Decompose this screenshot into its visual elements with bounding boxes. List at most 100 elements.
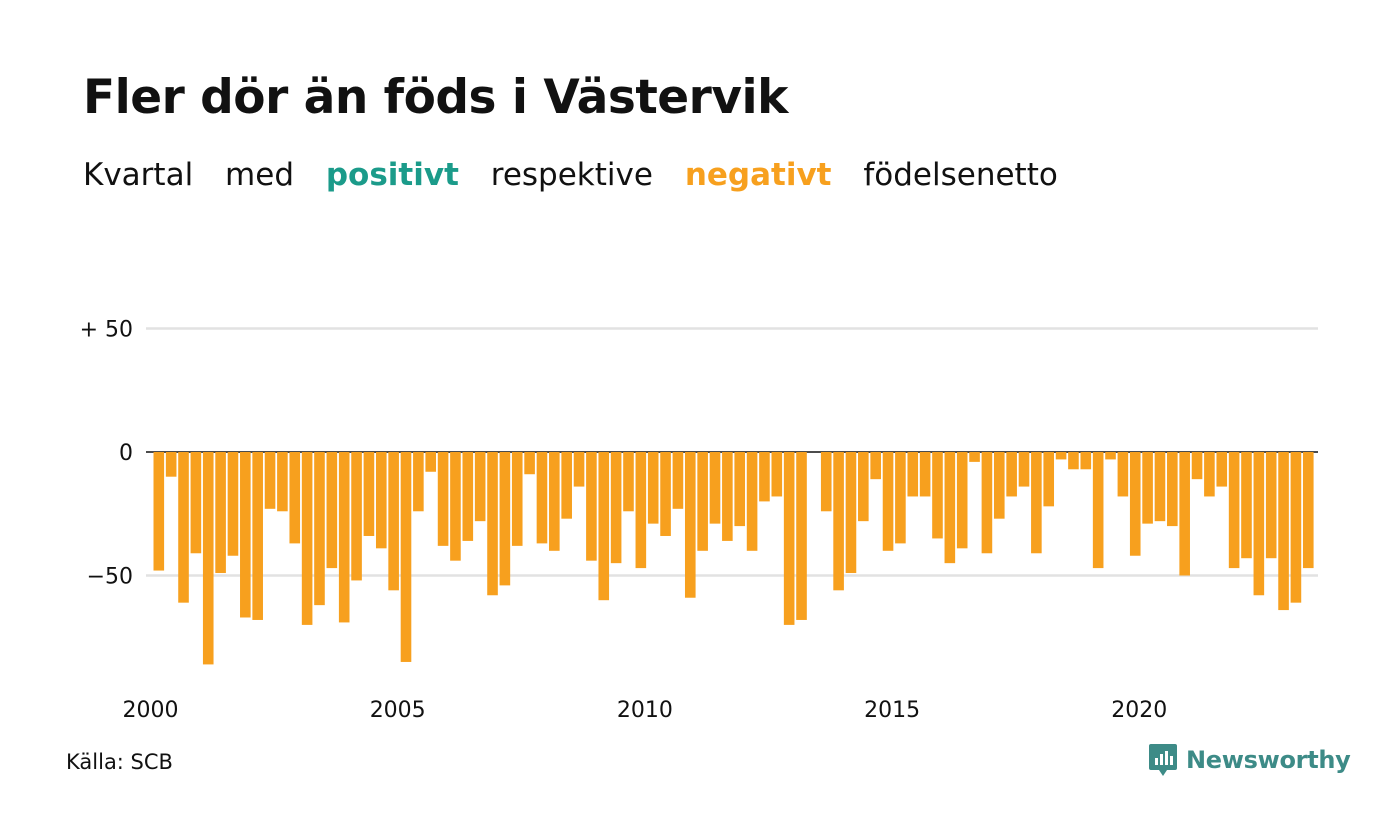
bar [672, 452, 684, 509]
bar [474, 452, 486, 522]
bar [697, 452, 708, 551]
subtitle-part1: Kvartal [83, 157, 194, 193]
brand-name: Newsworthy [1186, 746, 1351, 774]
bar [1204, 452, 1215, 497]
bar [388, 452, 399, 591]
bar [1154, 452, 1166, 522]
bar [363, 452, 375, 536]
bar [932, 452, 943, 539]
bar [586, 452, 597, 561]
bar [351, 452, 362, 581]
bar [660, 452, 671, 536]
bar [870, 452, 881, 480]
bar [301, 452, 313, 625]
bar [375, 452, 387, 549]
bar [190, 452, 202, 554]
bar [610, 452, 622, 564]
source-note: Källa: SCB [66, 750, 173, 774]
bar [499, 452, 511, 586]
bar [1265, 452, 1277, 559]
bar [746, 452, 758, 551]
bar [598, 452, 610, 601]
bar [684, 452, 696, 598]
y-tick-label: −50 [87, 565, 133, 590]
bar [511, 452, 523, 546]
bar [1290, 452, 1302, 603]
bar [858, 452, 869, 522]
bar [240, 452, 251, 618]
bar [573, 452, 585, 487]
bar-chart: + 50 0 −50 2000 2005 2010 2015 2020 [80, 318, 1318, 723]
bar [536, 452, 548, 544]
bar [450, 452, 461, 561]
bar [1302, 452, 1314, 569]
y-tick-label: + 50 [80, 318, 133, 343]
bar [1031, 452, 1042, 554]
bar [1092, 452, 1104, 569]
bar [1129, 452, 1141, 556]
subtitle-negative: negativt [684, 157, 832, 193]
chart-title: Fler dör än föds i Västervik [83, 70, 788, 125]
bar [326, 452, 338, 569]
bar [1006, 452, 1017, 497]
x-tick-label: 2015 [864, 698, 920, 723]
bar [1253, 452, 1265, 596]
bar [833, 452, 844, 591]
bar [709, 452, 721, 524]
bar [956, 452, 968, 549]
bar [820, 452, 832, 512]
bar [882, 452, 894, 551]
bar [165, 452, 177, 477]
bar [549, 452, 560, 551]
bar [1055, 452, 1067, 460]
bar [227, 452, 239, 556]
bar [1216, 452, 1228, 487]
bar [1043, 452, 1055, 507]
bar [722, 452, 733, 541]
bar [783, 452, 795, 625]
bar [178, 452, 189, 603]
brand-logo: Newsworthy [1148, 742, 1351, 778]
bar [153, 452, 165, 571]
bar [1191, 452, 1203, 480]
bar [1117, 452, 1129, 497]
bar [1105, 452, 1116, 460]
chart-subtitle: Kvartal med positivt respektive negativt… [83, 157, 1080, 193]
bar [314, 452, 325, 606]
bar [647, 452, 659, 524]
x-tick-label: 2010 [617, 698, 673, 723]
bar [561, 452, 572, 519]
bar [215, 452, 226, 574]
bar [437, 452, 449, 546]
bar [1179, 452, 1190, 576]
bar [338, 452, 350, 623]
bar [202, 452, 214, 665]
bar [907, 452, 919, 497]
bar [252, 452, 263, 620]
bar [289, 452, 301, 544]
bar [759, 452, 770, 502]
x-tick-label: 2020 [1111, 698, 1167, 723]
bar [1278, 452, 1289, 611]
bar [895, 452, 906, 544]
bar [264, 452, 276, 509]
bar [845, 452, 857, 574]
subtitle-positive: positivt [325, 157, 459, 193]
bar [524, 452, 535, 475]
subtitle-part2: med [225, 157, 294, 193]
bar [277, 452, 288, 512]
bar [1142, 452, 1153, 524]
bar [919, 452, 931, 497]
bar [635, 452, 647, 569]
bar [981, 452, 993, 554]
bar [425, 452, 437, 472]
bar [487, 452, 498, 596]
bar [413, 452, 424, 512]
bar [993, 452, 1005, 519]
subtitle-part3: respektive [490, 157, 653, 193]
bar [400, 452, 412, 662]
bar [462, 452, 474, 541]
bar [771, 452, 783, 497]
bar [734, 452, 746, 527]
bar [1068, 452, 1079, 470]
